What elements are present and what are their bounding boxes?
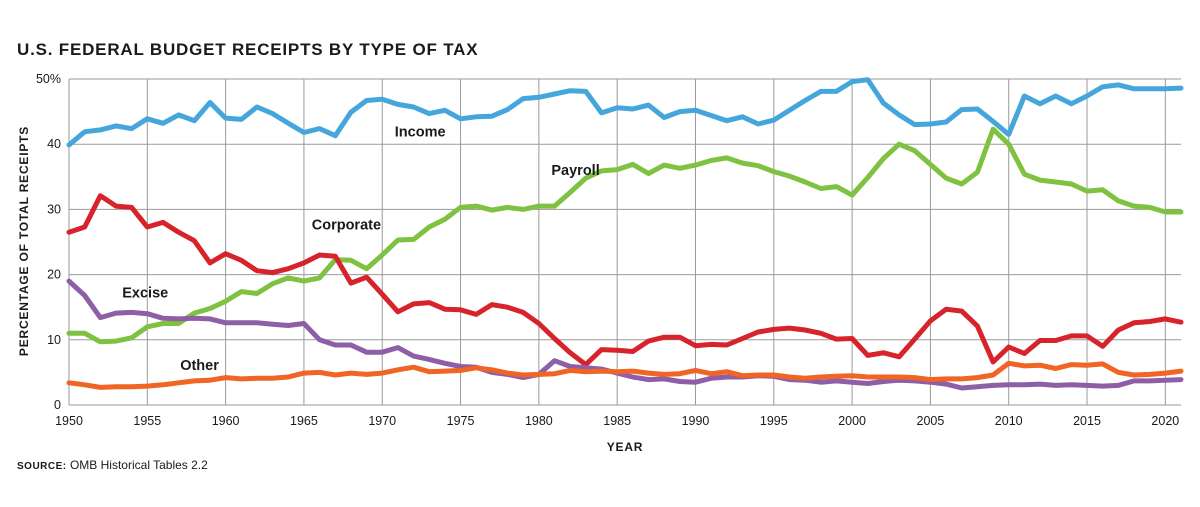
series-line-income	[66, 77, 1184, 148]
series-line-payroll	[66, 126, 1184, 345]
x-tick-label: 1950	[55, 414, 83, 428]
series-line-corporate	[66, 193, 1184, 368]
y-tick-label: 20	[47, 268, 61, 282]
x-tick-label: 1965	[290, 414, 318, 428]
series-line-excise	[66, 278, 1184, 391]
source-note: SOURCE: OMB Historical Tables 2.2	[17, 458, 208, 472]
grid-lines	[68, 78, 1181, 406]
x-tick-label: 1985	[603, 414, 631, 428]
x-tick-label: 2020	[1151, 414, 1179, 428]
y-tick-label: 40	[47, 137, 61, 151]
series-label-excise: Excise	[122, 285, 168, 301]
x-tick-label: 2005	[917, 414, 945, 428]
series-label-income: Income	[395, 124, 446, 140]
series-label-corporate: Corporate	[312, 218, 381, 234]
chart-title: U.S. FEDERAL BUDGET RECEIPTS BY TYPE OF …	[17, 40, 479, 59]
series-lines	[66, 77, 1184, 391]
source-text: OMB Historical Tables 2.2	[69, 458, 208, 472]
x-tick-label: 2000	[838, 414, 866, 428]
y-tick-label: 0	[54, 398, 61, 412]
x-tick-label: 1980	[525, 414, 553, 428]
x-axis-title: YEAR	[607, 440, 644, 454]
x-tick-label: 1995	[760, 414, 788, 428]
x-tick-label: 1975	[447, 414, 475, 428]
x-axis-ticks: 1950 1955 1960 1965 1970 1975 1980 1985 1990 1995…	[55, 414, 1179, 428]
y-tick-label: 50%	[36, 72, 61, 86]
y-tick-label: 30	[47, 202, 61, 216]
y-tick-label: 10	[47, 333, 61, 347]
x-tick-label: 1990	[682, 414, 710, 428]
x-tick-label: 2015	[1073, 414, 1101, 428]
x-tick-label: 1955	[133, 414, 161, 428]
x-tick-label: 1960	[212, 414, 240, 428]
series-label-payroll: Payroll	[551, 163, 599, 179]
y-axis-ticks: 0 10 20 30 40 50%	[36, 72, 61, 412]
y-axis-title: PERCENTAGE OF TOTAL RECEIPTS	[17, 126, 31, 356]
series-line-other	[66, 360, 1184, 390]
series-annotations: Income Payroll Corporate Excise Other	[122, 124, 599, 373]
source-label: SOURCE:	[17, 461, 67, 472]
x-tick-label: 2010	[995, 414, 1023, 428]
x-tick-label: 1970	[368, 414, 396, 428]
series-label-other: Other	[180, 358, 219, 374]
